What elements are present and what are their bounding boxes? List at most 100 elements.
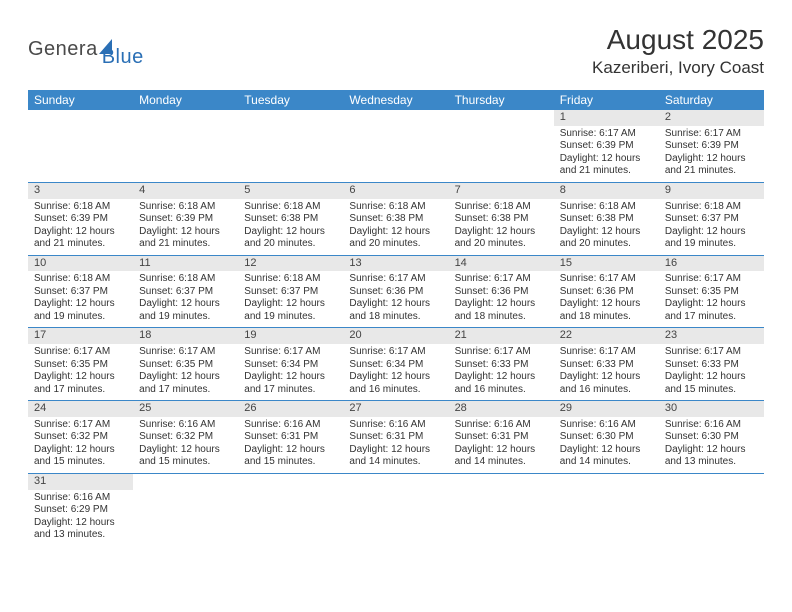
sunrise-line: Sunrise: 6:18 AM <box>139 273 232 286</box>
daylight-line: Daylight: 12 hoursand 21 minutes. <box>34 226 127 251</box>
daylight-line: Daylight: 12 hoursand 17 minutes. <box>34 371 127 396</box>
calendar-cell <box>238 110 343 182</box>
day-header: Saturday <box>659 90 764 110</box>
day-number: 10 <box>28 256 133 272</box>
day-header: Monday <box>133 90 238 110</box>
day-number: 23 <box>659 328 764 344</box>
calendar-body: 1Sunrise: 6:17 AMSunset: 6:39 PMDaylight… <box>28 110 764 546</box>
calendar-cell: 15Sunrise: 6:17 AMSunset: 6:36 PMDayligh… <box>554 255 659 328</box>
day-content: Sunrise: 6:16 AMSunset: 6:30 PMDaylight:… <box>554 417 659 473</box>
location: Kazeriberi, Ivory Coast <box>592 58 764 78</box>
daylight-line: Daylight: 12 hoursand 14 minutes. <box>560 444 653 469</box>
daylight-line: Daylight: 12 hoursand 15 minutes. <box>244 444 337 469</box>
day-content: Sunrise: 6:16 AMSunset: 6:31 PMDaylight:… <box>238 417 343 473</box>
sunrise-line: Sunrise: 6:18 AM <box>455 201 548 214</box>
daylight-line: Daylight: 12 hoursand 20 minutes. <box>349 226 442 251</box>
calendar-cell: 11Sunrise: 6:18 AMSunset: 6:37 PMDayligh… <box>133 255 238 328</box>
logo-text-general: Genera <box>28 38 98 61</box>
logo: Genera Blue <box>28 30 144 69</box>
sunrise-line: Sunrise: 6:18 AM <box>244 201 337 214</box>
sunset-line: Sunset: 6:36 PM <box>560 286 653 299</box>
calendar-cell: 13Sunrise: 6:17 AMSunset: 6:36 PMDayligh… <box>343 255 448 328</box>
sunrise-line: Sunrise: 6:18 AM <box>349 201 442 214</box>
day-content: Sunrise: 6:16 AMSunset: 6:30 PMDaylight:… <box>659 417 764 473</box>
sunrise-line: Sunrise: 6:17 AM <box>665 346 758 359</box>
sunset-line: Sunset: 6:37 PM <box>139 286 232 299</box>
calendar-cell <box>449 110 554 182</box>
sunset-line: Sunset: 6:30 PM <box>665 431 758 444</box>
calendar-cell: 24Sunrise: 6:17 AMSunset: 6:32 PMDayligh… <box>28 401 133 474</box>
day-content: Sunrise: 6:16 AMSunset: 6:32 PMDaylight:… <box>133 417 238 473</box>
calendar-cell: 12Sunrise: 6:18 AMSunset: 6:37 PMDayligh… <box>238 255 343 328</box>
calendar-cell: 23Sunrise: 6:17 AMSunset: 6:33 PMDayligh… <box>659 328 764 401</box>
daylight-line: Daylight: 12 hoursand 19 minutes. <box>139 298 232 323</box>
daylight-line: Daylight: 12 hoursand 16 minutes. <box>455 371 548 396</box>
day-number: 2 <box>659 110 764 126</box>
sunrise-line: Sunrise: 6:17 AM <box>34 346 127 359</box>
daylight-line: Daylight: 12 hoursand 19 minutes. <box>665 226 758 251</box>
day-number: 13 <box>343 256 448 272</box>
sunset-line: Sunset: 6:31 PM <box>349 431 442 444</box>
day-number: 30 <box>659 401 764 417</box>
sunset-line: Sunset: 6:36 PM <box>349 286 442 299</box>
calendar-cell <box>449 473 554 545</box>
day-number: 18 <box>133 328 238 344</box>
calendar-cell: 14Sunrise: 6:17 AMSunset: 6:36 PMDayligh… <box>449 255 554 328</box>
calendar-cell <box>238 473 343 545</box>
day-content: Sunrise: 6:17 AMSunset: 6:34 PMDaylight:… <box>238 344 343 400</box>
sunrise-line: Sunrise: 6:17 AM <box>34 419 127 432</box>
sunset-line: Sunset: 6:29 PM <box>34 504 127 517</box>
header: Genera Blue August 2025 Kazeriberi, Ivor… <box>28 24 764 78</box>
calendar-cell: 10Sunrise: 6:18 AMSunset: 6:37 PMDayligh… <box>28 255 133 328</box>
calendar-cell: 26Sunrise: 6:16 AMSunset: 6:31 PMDayligh… <box>238 401 343 474</box>
day-number: 4 <box>133 183 238 199</box>
sunrise-line: Sunrise: 6:17 AM <box>244 346 337 359</box>
calendar-cell: 5Sunrise: 6:18 AMSunset: 6:38 PMDaylight… <box>238 182 343 255</box>
day-content: Sunrise: 6:17 AMSunset: 6:35 PMDaylight:… <box>133 344 238 400</box>
daylight-line: Daylight: 12 hoursand 15 minutes. <box>665 371 758 396</box>
day-header: Sunday <box>28 90 133 110</box>
calendar-cell: 8Sunrise: 6:18 AMSunset: 6:38 PMDaylight… <box>554 182 659 255</box>
day-number: 8 <box>554 183 659 199</box>
sunrise-line: Sunrise: 6:16 AM <box>455 419 548 432</box>
sunset-line: Sunset: 6:39 PM <box>34 213 127 226</box>
day-content: Sunrise: 6:18 AMSunset: 6:38 PMDaylight:… <box>343 199 448 255</box>
calendar-cell: 3 Sunrise: 6:18 AMSunset: 6:39 PMDaylight… <box>28 182 133 255</box>
calendar-cell: 27Sunrise: 6:16 AMSunset: 6:31 PMDayligh… <box>343 401 448 474</box>
daylight-line: Daylight: 12 hoursand 20 minutes. <box>455 226 548 251</box>
logo-text-blue: Blue <box>102 46 144 68</box>
daylight-line: Daylight: 12 hoursand 16 minutes. <box>560 371 653 396</box>
calendar-cell: 4Sunrise: 6:18 AMSunset: 6:39 PMDaylight… <box>133 182 238 255</box>
day-number: 31 <box>28 474 133 490</box>
day-content: Sunrise: 6:16 AMSunset: 6:31 PMDaylight:… <box>449 417 554 473</box>
sunrise-line: Sunrise: 6:17 AM <box>665 273 758 286</box>
day-number: 19 <box>238 328 343 344</box>
daylight-line: Daylight: 12 hoursand 18 minutes. <box>455 298 548 323</box>
day-header: Thursday <box>449 90 554 110</box>
calendar-table: SundayMondayTuesdayWednesdayThursdayFrid… <box>28 90 764 546</box>
calendar-cell: 30Sunrise: 6:16 AMSunset: 6:30 PMDayligh… <box>659 401 764 474</box>
sunset-line: Sunset: 6:33 PM <box>560 359 653 372</box>
calendar-cell: 22Sunrise: 6:17 AMSunset: 6:33 PMDayligh… <box>554 328 659 401</box>
sunset-line: Sunset: 6:30 PM <box>560 431 653 444</box>
calendar-cell: 6Sunrise: 6:18 AMSunset: 6:38 PMDaylight… <box>343 182 448 255</box>
day-content: Sunrise: 6:17 AMSunset: 6:33 PMDaylight:… <box>449 344 554 400</box>
daylight-line: Daylight: 12 hoursand 13 minutes. <box>34 517 127 542</box>
day-content: Sunrise: 6:17 AMSunset: 6:35 PMDaylight:… <box>659 271 764 327</box>
day-content: Sunrise: 6:17 AMSunset: 6:36 PMDaylight:… <box>554 271 659 327</box>
day-number: 14 <box>449 256 554 272</box>
calendar-cell: 17Sunrise: 6:17 AMSunset: 6:35 PMDayligh… <box>28 328 133 401</box>
day-number: 5 <box>238 183 343 199</box>
sunset-line: Sunset: 6:35 PM <box>665 286 758 299</box>
day-content: Sunrise: 6:16 AMSunset: 6:31 PMDaylight:… <box>343 417 448 473</box>
daylight-line: Daylight: 12 hoursand 20 minutes. <box>244 226 337 251</box>
sunrise-line: Sunrise: 6:17 AM <box>560 346 653 359</box>
day-content: Sunrise: 6:17 AMSunset: 6:35 PMDaylight:… <box>28 344 133 400</box>
sunrise-line: Sunrise: 6:17 AM <box>139 346 232 359</box>
sunset-line: Sunset: 6:37 PM <box>665 213 758 226</box>
sunrise-line: Sunrise: 6:18 AM <box>34 201 127 214</box>
day-number: 3 <box>28 183 133 199</box>
daylight-line: Daylight: 12 hoursand 18 minutes. <box>560 298 653 323</box>
sunrise-line: Sunrise: 6:18 AM <box>139 201 232 214</box>
sunset-line: Sunset: 6:34 PM <box>349 359 442 372</box>
